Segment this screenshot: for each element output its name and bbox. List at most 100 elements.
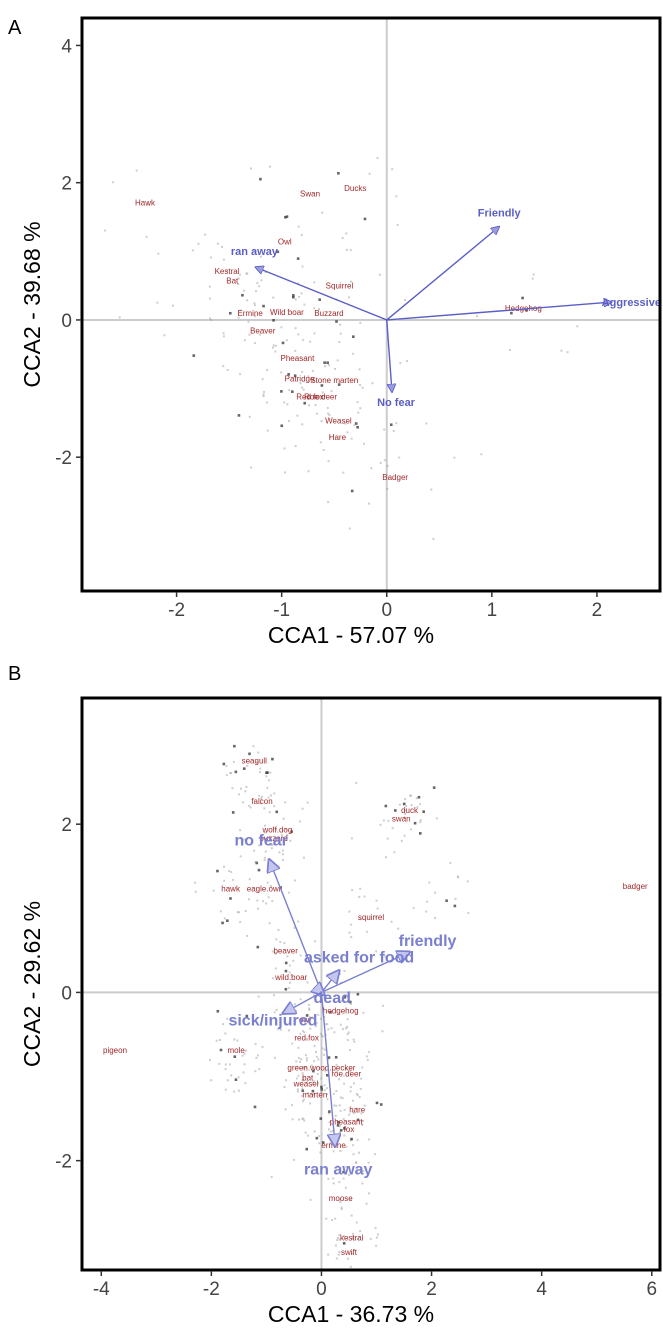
sample-point <box>363 1104 366 1107</box>
sample-point <box>259 767 262 770</box>
sample-point <box>237 277 240 280</box>
sample-point <box>219 1048 223 1052</box>
sample-point <box>347 1174 350 1177</box>
sample-point <box>145 235 148 238</box>
sample-point <box>365 930 368 933</box>
sample-point <box>273 792 276 795</box>
sample-point <box>296 414 299 417</box>
sample-point <box>222 335 225 338</box>
sample-point <box>377 1233 380 1236</box>
x-tick-label: 0 <box>381 600 392 621</box>
vector-label: friendly <box>399 933 457 950</box>
sample-point <box>301 1100 304 1103</box>
sample-point <box>319 395 322 398</box>
sample-point <box>434 917 437 920</box>
sample-point <box>163 334 166 337</box>
sample-point <box>297 225 300 228</box>
sample-point <box>263 824 266 827</box>
sample-point <box>224 1088 227 1091</box>
sample-point <box>349 1069 352 1072</box>
sample-point <box>336 1236 339 1239</box>
sample-point <box>304 1131 307 1134</box>
sample-point <box>405 360 408 363</box>
sample-point <box>300 292 303 295</box>
sample-point <box>291 1118 294 1121</box>
sample-point <box>262 395 265 398</box>
sample-point <box>243 1063 246 1066</box>
sample-point <box>301 370 304 373</box>
sample-point <box>283 1085 286 1088</box>
sample-point <box>262 393 265 396</box>
sample-point <box>275 938 278 941</box>
sample-point <box>343 1108 346 1111</box>
sample-point <box>216 869 219 873</box>
sample-point <box>311 1093 314 1096</box>
sample-point <box>237 283 240 286</box>
sample-point <box>326 361 329 365</box>
sample-point <box>346 1033 349 1036</box>
sample-point <box>306 981 309 984</box>
sample-point <box>300 234 303 237</box>
sample-point <box>362 1170 365 1173</box>
sample-point <box>246 272 249 275</box>
sample-point <box>332 1177 335 1180</box>
sample-point <box>375 1236 378 1239</box>
sample-point <box>398 456 401 459</box>
sample-point <box>386 464 389 467</box>
sample-point <box>295 1077 298 1080</box>
sample-point <box>348 1000 351 1003</box>
species-label: beaver <box>273 947 298 956</box>
sample-point <box>297 333 300 336</box>
sample-point <box>367 1161 370 1164</box>
sample-point <box>246 764 249 767</box>
sample-point <box>317 1082 320 1085</box>
species-label: wild.boar <box>274 973 307 982</box>
vector-label: no fear <box>234 833 287 850</box>
sample-point <box>299 998 302 1001</box>
sample-point <box>284 1079 287 1082</box>
sample-point <box>259 255 262 258</box>
sample-point <box>348 296 351 299</box>
sample-point <box>335 1104 338 1107</box>
sample-point <box>243 838 246 841</box>
sample-point <box>252 745 255 748</box>
sample-point <box>309 1198 312 1201</box>
sample-point <box>404 809 407 812</box>
sample-point <box>352 1144 355 1147</box>
sample-point <box>281 859 284 862</box>
sample-point <box>480 453 483 456</box>
sample-point <box>226 269 229 272</box>
sample-point <box>327 364 330 367</box>
sample-point <box>244 909 247 912</box>
species-label: Squirrel <box>326 281 354 290</box>
sample-point <box>449 861 452 864</box>
sample-point <box>231 787 234 790</box>
sample-point <box>277 928 280 931</box>
sample-point <box>314 940 317 943</box>
sample-point <box>156 301 159 304</box>
x-tick-label: -1 <box>273 600 290 621</box>
sample-point <box>342 1170 345 1174</box>
sample-point <box>222 258 225 261</box>
sample-point <box>362 1011 365 1014</box>
sample-point <box>566 351 569 354</box>
sample-point <box>351 1110 354 1113</box>
sample-point <box>247 320 250 323</box>
sample-point <box>349 1086 352 1089</box>
species-label: seagull <box>242 757 268 766</box>
species-label: falcon <box>251 797 272 806</box>
sample-point <box>329 436 332 439</box>
sample-point <box>368 1138 371 1141</box>
sample-point <box>333 1104 336 1107</box>
sample-point <box>312 1069 315 1073</box>
sample-point <box>351 1099 354 1102</box>
sample-point <box>256 761 259 764</box>
sample-point <box>239 829 242 832</box>
sample-point <box>378 273 381 276</box>
vector-arrow <box>386 302 612 321</box>
sample-point <box>303 1098 306 1101</box>
sample-point <box>409 794 412 797</box>
